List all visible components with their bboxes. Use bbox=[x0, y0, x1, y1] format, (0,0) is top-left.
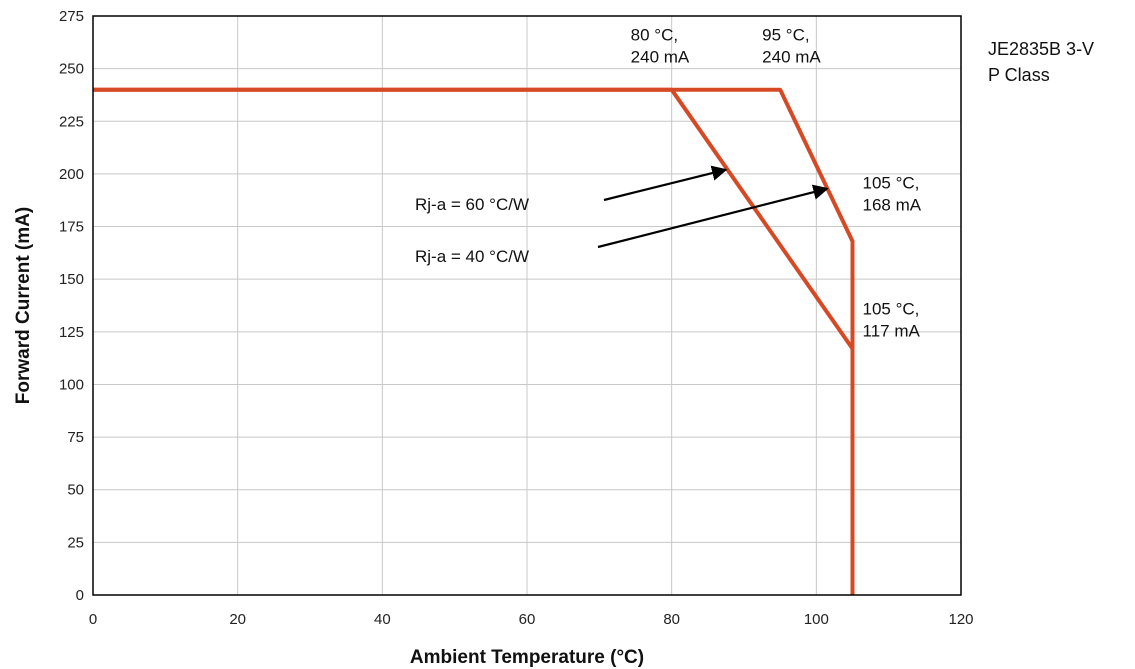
point-annotation-p105a: 105 °C, 168 mA bbox=[863, 173, 922, 214]
x-tick-label: 40 bbox=[374, 611, 391, 628]
product-label-line2: P Class bbox=[988, 65, 1050, 85]
x-axis-title: Ambient Temperature (°C) bbox=[410, 647, 644, 668]
y-tick-label: 50 bbox=[67, 482, 84, 499]
annotation-line: 168 mA bbox=[863, 195, 922, 214]
annotation-arrow bbox=[603, 165, 728, 202]
y-tick-labels: 0 25 50 75 100 125 150 175 200 225 250 275 bbox=[59, 8, 84, 604]
annotation-line: 117 mA bbox=[863, 322, 921, 341]
annotation-line: 240 mA bbox=[631, 48, 690, 67]
y-tick-label: 225 bbox=[59, 113, 84, 130]
plot-frame bbox=[92, 15, 962, 596]
y-tick-label: 125 bbox=[59, 324, 84, 341]
x-tick-label: 80 bbox=[663, 611, 680, 628]
annotation-line: 80 °C, bbox=[631, 26, 678, 45]
x-tick-label: 120 bbox=[948, 611, 973, 628]
x-tick-label: 0 bbox=[89, 611, 97, 628]
point-annotation-p95: 95 °C, 240 mA bbox=[762, 26, 821, 67]
x-tick-label: 100 bbox=[804, 611, 829, 628]
x-tick-labels: 0 20 40 60 80 100 120 bbox=[89, 611, 974, 628]
arrow-label: Rj-a = 60 °C/W bbox=[415, 195, 529, 214]
y-tick-label: 250 bbox=[59, 61, 84, 78]
x-tick-label: 20 bbox=[229, 611, 246, 628]
y-axis-title: Forward Current (mA) bbox=[13, 207, 34, 404]
y-tick-label: 75 bbox=[67, 429, 84, 446]
grid-lines bbox=[92, 15, 962, 596]
arrow-label: Rj-a = 40 °C/W bbox=[415, 247, 529, 266]
x-tick-label: 60 bbox=[519, 611, 536, 628]
annotation-line: 95 °C, bbox=[762, 26, 809, 45]
product-label: JE2835B 3-V P Class bbox=[988, 36, 1094, 88]
y-tick-label: 275 bbox=[59, 8, 84, 25]
annotation-line: 105 °C, bbox=[863, 173, 920, 192]
y-tick-label: 0 bbox=[76, 587, 84, 604]
annotation-arrows: Rj-a = 60 °C/W Rj-a = 40 °C/W bbox=[415, 165, 829, 266]
y-tick-label: 100 bbox=[59, 376, 84, 393]
annotation-arrow bbox=[597, 184, 829, 249]
product-label-line1: JE2835B 3-V bbox=[988, 39, 1095, 59]
annotation-line: 240 mA bbox=[762, 48, 821, 67]
point-annotation-p80: 80 °C, 240 mA bbox=[631, 26, 690, 67]
series-lines bbox=[93, 87, 855, 595]
y-tick-label: 25 bbox=[67, 534, 84, 551]
series-line-2 bbox=[93, 87, 855, 595]
point-annotation-p105b: 105 °C, 117 mA bbox=[863, 300, 921, 341]
y-tick-label: 150 bbox=[59, 271, 84, 288]
series-line-1 bbox=[93, 87, 855, 595]
y-tick-label: 175 bbox=[59, 219, 84, 236]
y-tick-label: 200 bbox=[59, 166, 84, 183]
annotation-line: 105 °C, bbox=[863, 300, 920, 319]
